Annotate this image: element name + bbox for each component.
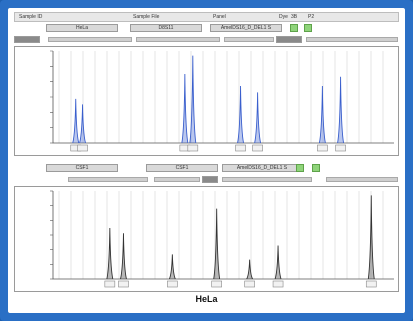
peak-label: P2: [308, 14, 315, 20]
allele-call-box: [365, 280, 377, 288]
allele-call-box: [118, 280, 129, 288]
peak: [168, 254, 176, 280]
peak: [337, 76, 345, 144]
tab-sample[interactable]: HeLa: [46, 24, 118, 32]
electropherogram-bottom: [14, 186, 399, 292]
ruler-label: [276, 36, 302, 43]
bin-segment[interactable]: [306, 37, 398, 42]
axis: [52, 51, 394, 144]
bin-segment[interactable]: [224, 37, 274, 42]
tab-marker1[interactable]: D8S11: [130, 24, 202, 32]
tab-marker2[interactable]: AmelDS16_D_DEL1 S: [222, 164, 302, 172]
allele-call-box: [317, 144, 328, 152]
allele-call-box: [235, 144, 246, 152]
electropherogram-top: [14, 46, 399, 156]
tab-marker1[interactable]: CSF1: [146, 164, 218, 172]
peak: [237, 85, 244, 144]
peak: [246, 259, 254, 280]
green-indicator: [312, 164, 320, 172]
tab-sample[interactable]: CSF1: [46, 164, 118, 172]
bin-segment[interactable]: [68, 177, 148, 182]
peak: [106, 227, 114, 280]
allele-call-box: [167, 280, 178, 288]
bin-segment[interactable]: [48, 37, 132, 42]
axis: [52, 191, 394, 280]
allele-call-box: [77, 144, 88, 152]
application-window: Sample ID Sample File Panel Dye 3B P2 He…: [8, 8, 405, 313]
file-label: Sample File: [133, 14, 160, 20]
allele-call-box: [211, 280, 222, 288]
allele-call-box: [244, 280, 255, 288]
green-indicator: [304, 24, 312, 32]
panel-label: Panel: [213, 14, 226, 20]
bin-segment[interactable]: [136, 37, 220, 42]
peak: [181, 73, 189, 144]
peak: [274, 245, 282, 280]
bin-ruler-top: [14, 36, 399, 44]
dye-label: Dye: [279, 14, 288, 20]
tab-marker2[interactable]: AmelDS16_D_DEL1 S: [210, 24, 282, 32]
bin-segment[interactable]: [222, 177, 312, 182]
allele-call-box: [272, 280, 284, 288]
peak: [120, 233, 127, 280]
allele-call-box: [252, 144, 263, 152]
green-indicator: [290, 24, 298, 32]
marker-tabs-top: HeLa D8S11 AmelDS16_D_DEL1 S: [14, 24, 399, 33]
peak: [254, 92, 262, 144]
header-bar: Sample ID Sample File Panel Dye 3B P2: [14, 12, 399, 22]
allele-call-box: [187, 144, 199, 152]
peak: [318, 85, 326, 144]
peak: [189, 55, 197, 144]
bin-segment[interactable]: [326, 177, 398, 182]
ruler-label: [202, 176, 218, 183]
figure-caption: HeLa: [195, 294, 218, 304]
sample-label: Sample ID: [19, 14, 43, 20]
green-indicator: [296, 164, 304, 172]
dye-value: 3B: [291, 14, 298, 20]
peak: [367, 195, 375, 280]
peak: [213, 208, 221, 280]
allele-call-box: [104, 280, 116, 288]
bin-ruler-bottom: [14, 176, 399, 184]
ruler-label: [14, 36, 40, 43]
peak: [79, 104, 86, 144]
peak: [72, 98, 80, 144]
bin-segment[interactable]: [154, 177, 200, 182]
allele-call-box: [335, 144, 346, 152]
marker-tabs-bottom: CSF1 CSF1 AmelDS16_D_DEL1 S: [14, 164, 399, 173]
